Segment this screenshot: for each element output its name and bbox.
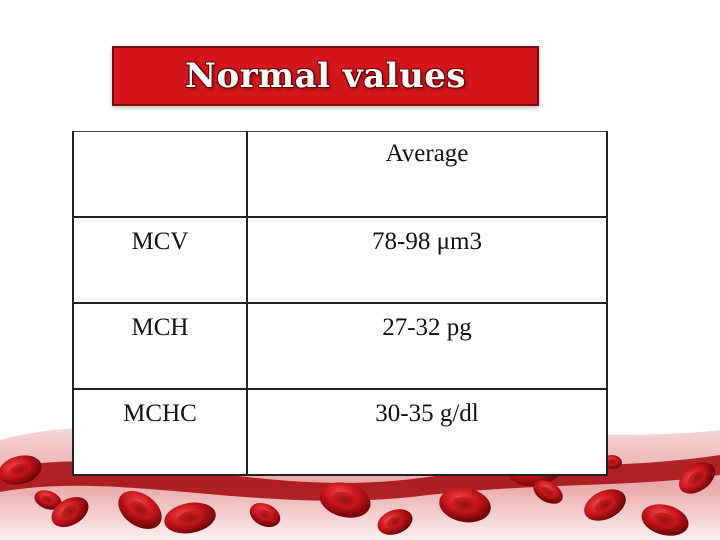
blood-cell (678, 462, 716, 494)
blood-cell (51, 496, 89, 528)
blood-cell (164, 502, 216, 534)
row-value: 78-98 μm3 (246, 216, 608, 304)
blood-cell (641, 504, 689, 536)
table-row: MCV 78-98 μm3 (72, 216, 608, 304)
background-swoosh (0, 455, 720, 501)
blood-cell (319, 482, 371, 518)
blood-cell (584, 489, 626, 521)
slide-title: Normal values (184, 56, 467, 96)
table-header-row: Average (72, 131, 608, 218)
title-banner: Normal values (112, 46, 539, 106)
row-label: MCV (72, 216, 248, 304)
blood-cell (0, 455, 42, 485)
table-row: MCH 27-32 pg (72, 302, 608, 390)
row-value: 27-32 pg (246, 302, 608, 390)
table-row: MCHC 30-35 g/dl (72, 388, 608, 476)
row-label: MCHC (72, 388, 248, 476)
blood-cell (377, 509, 413, 535)
normal-values-table: Average MCV 78-98 μm3 MCH 27-32 pg MCHC … (72, 131, 608, 476)
blood-cell (533, 480, 563, 504)
row-label: MCH (72, 302, 248, 390)
row-value: 30-35 g/dl (246, 388, 608, 476)
blood-cell (249, 502, 281, 528)
blood-cell (34, 490, 62, 510)
header-cell-empty (72, 131, 248, 218)
header-cell-average: Average (246, 131, 608, 218)
blood-cell (439, 487, 491, 523)
cell-group (0, 449, 716, 536)
blood-cell (118, 490, 162, 530)
